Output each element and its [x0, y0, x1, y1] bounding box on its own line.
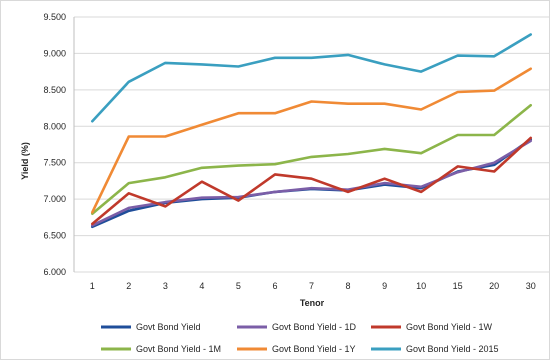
series-line-3: [91, 103, 533, 215]
y-tick-label: 7.500: [43, 158, 66, 168]
y-tick-label: 9.000: [43, 48, 66, 58]
series-line-1: [91, 139, 533, 227]
x-tick-label: 4: [199, 281, 204, 291]
legend-label: Govt Bond Yield: [136, 322, 201, 332]
x-tick-label: 15: [453, 281, 463, 291]
x-tick-label: 20: [489, 281, 499, 291]
series-line-2: [91, 136, 533, 226]
series-line-4: [91, 67, 533, 214]
legend-label: Govt Bond Yield - 1Y: [272, 344, 356, 354]
series-line-0: [91, 138, 533, 229]
x-tick-label: 2: [126, 281, 131, 291]
legend-label: Govt Bond Yield - 1W: [406, 322, 493, 332]
x-tick-label: 9: [382, 281, 387, 291]
y-tick-label: 6.000: [43, 267, 66, 277]
x-tick-label: 1: [90, 281, 95, 291]
x-tick-label: 6: [272, 281, 277, 291]
y-axis-title: Yield (%): [20, 142, 30, 180]
x-tick-label: 7: [309, 281, 314, 291]
axes: 6.000 6.500 7.000 7.500 8.000 8.500 9.000 9.500…: [43, 12, 535, 291]
x-tick-label: 30: [526, 281, 536, 291]
series-line-5: [91, 33, 533, 123]
legend-label: Govt Bond Yield - 1D: [272, 322, 357, 332]
x-axis-title: Tenor: [300, 298, 325, 308]
legend-label: Govt Bond Yield - 2015: [406, 344, 499, 354]
x-tick-label: 8: [346, 281, 351, 291]
x-tick-label: 3: [163, 281, 168, 291]
x-tick-label: 5: [236, 281, 241, 291]
legend: Govt Bond Yield Govt Bond Yield - 1D Govt …: [101, 322, 499, 354]
series-lines: [91, 33, 533, 229]
y-tick-label: 8.000: [43, 121, 66, 131]
gridlines: [74, 16, 549, 273]
y-tick-label: 8.500: [43, 85, 66, 95]
y-tick-label: 9.500: [43, 12, 66, 22]
y-tick-label: 7.000: [43, 194, 66, 204]
y-tick-label: 6.500: [43, 231, 66, 241]
legend-label: Govt Bond Yield - 1M: [136, 344, 221, 354]
x-tick-label: 10: [416, 281, 426, 291]
